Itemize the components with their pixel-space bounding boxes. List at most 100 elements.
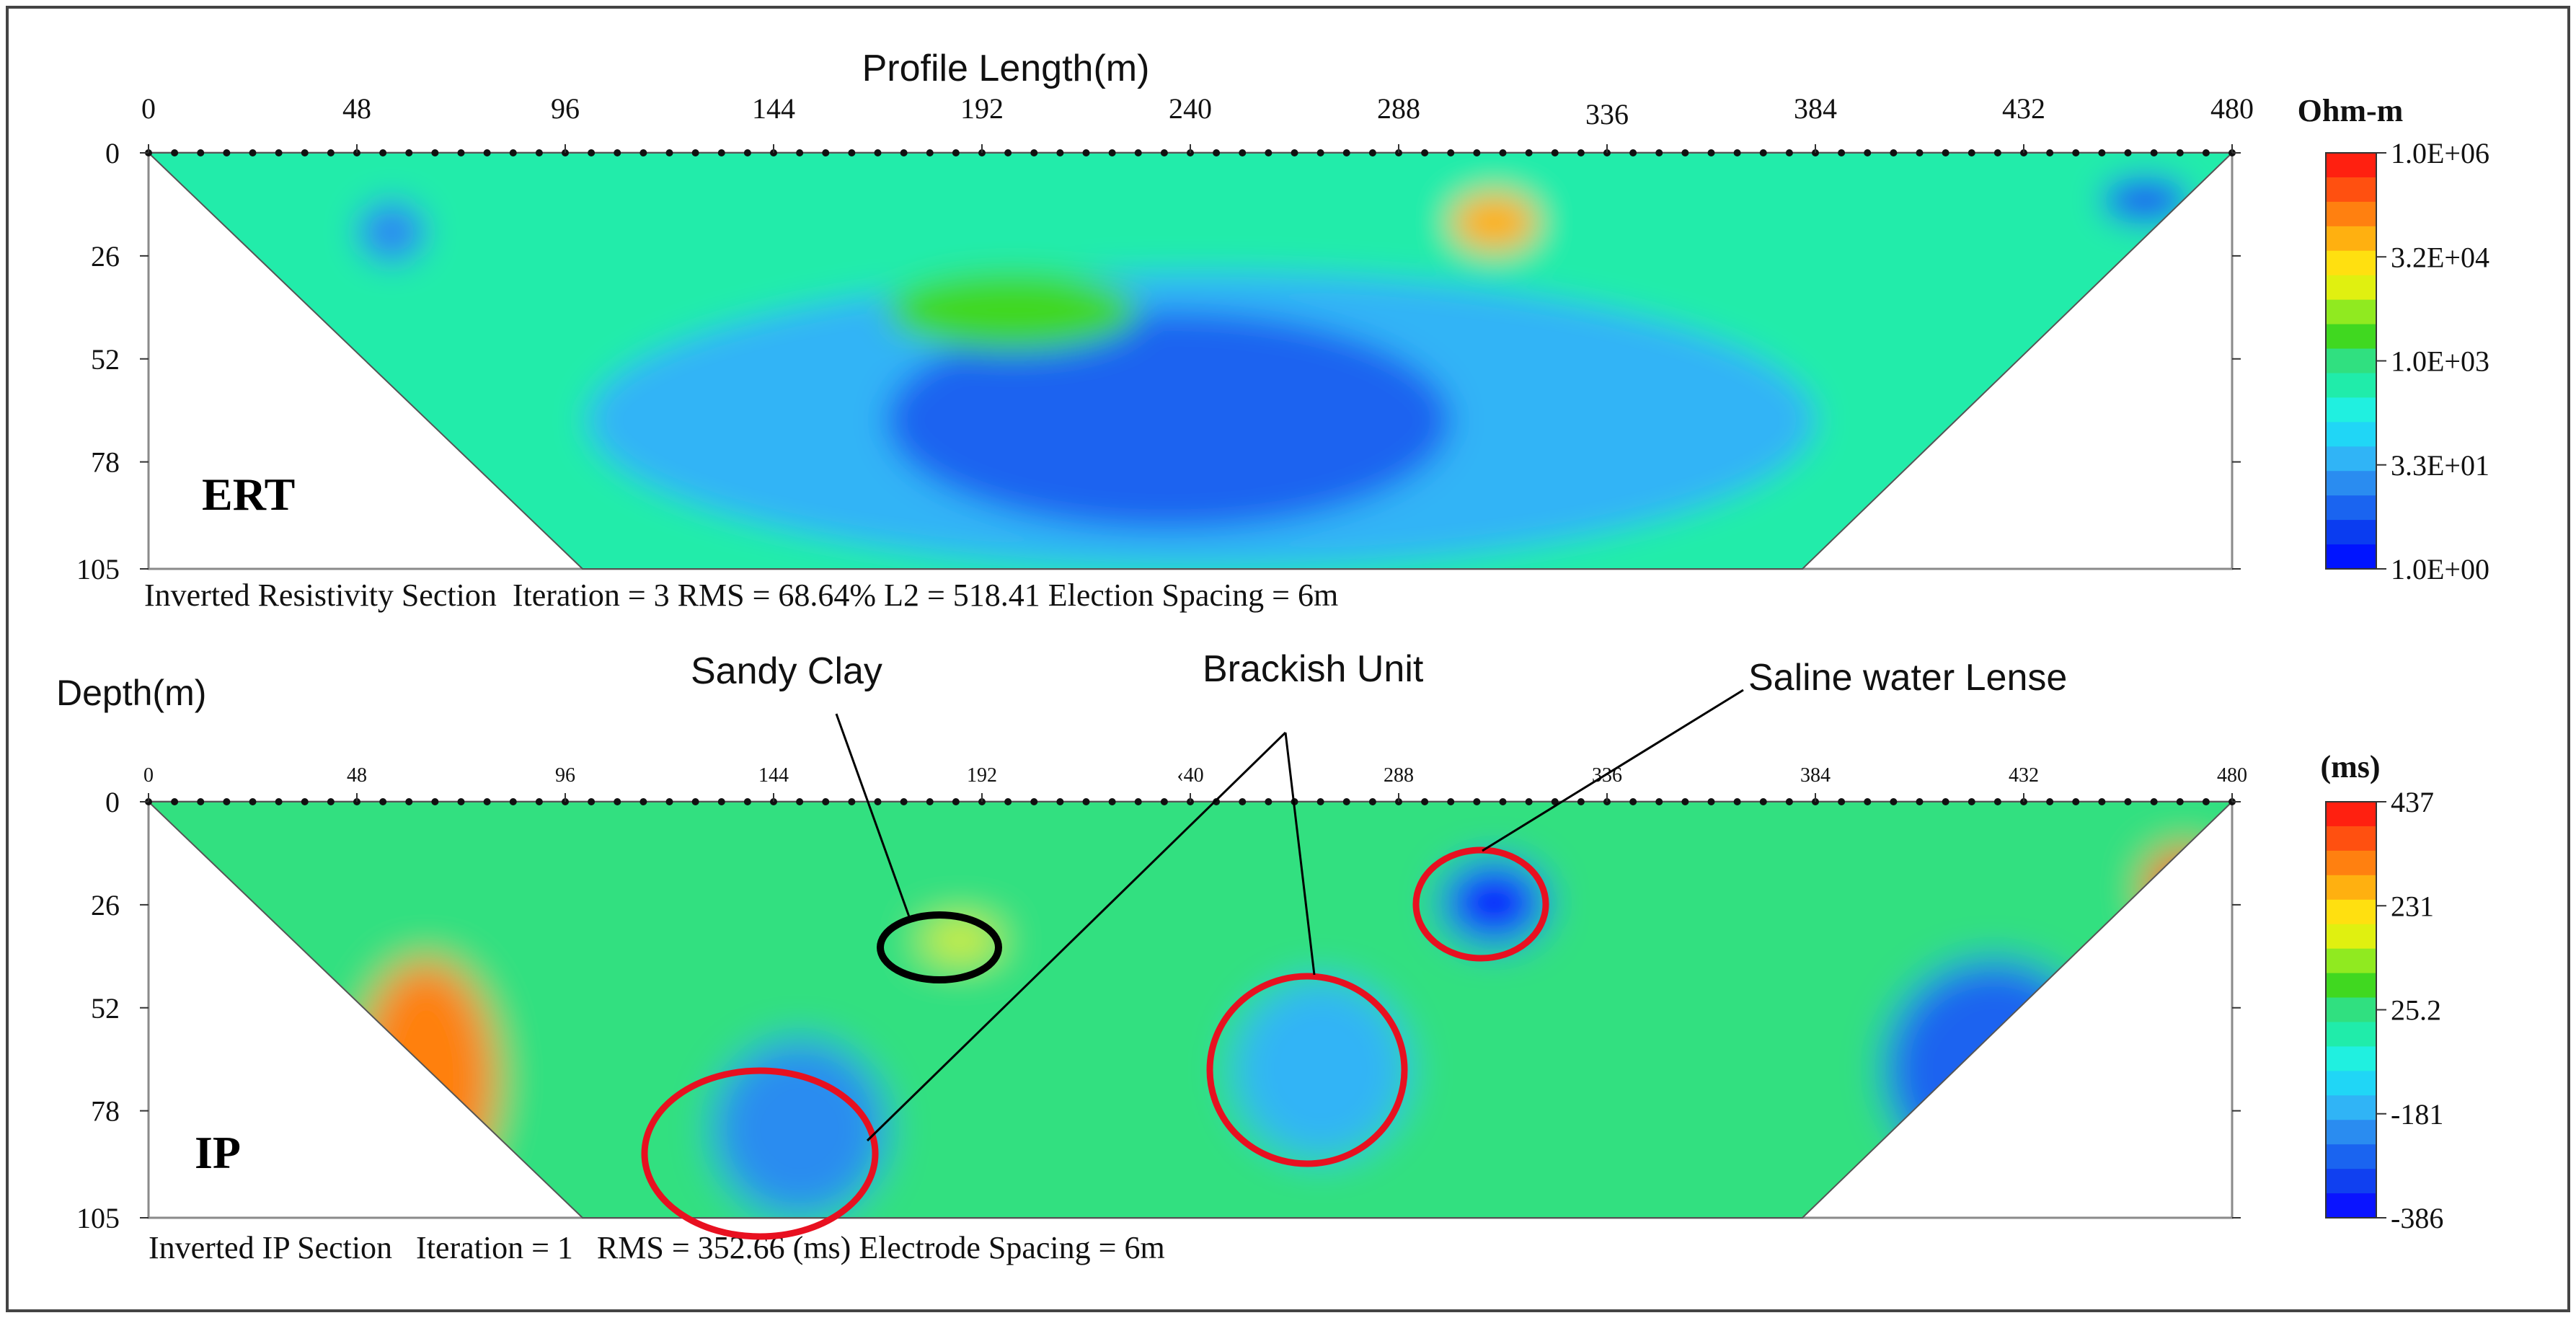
electrode-marker <box>848 149 856 156</box>
x-tick-label: 432 <box>2002 92 2045 125</box>
colorbar-segment <box>2326 1095 2376 1120</box>
colorbar-label: 3.2E+04 <box>2391 241 2489 273</box>
electrode-marker <box>822 149 830 156</box>
y-tick-label: 0 <box>105 137 120 169</box>
colorbar-segment <box>2326 275 2376 301</box>
electrode-marker <box>1551 149 1559 156</box>
electrode-marker <box>1160 149 1168 156</box>
colorbar-segment <box>2326 495 2376 521</box>
electrode-marker <box>614 798 621 805</box>
ip-anomaly-region <box>921 920 1000 960</box>
electrode-marker <box>223 798 231 805</box>
x-tick-label: 336 <box>1585 98 1629 131</box>
electrode-marker <box>952 798 960 805</box>
electrode-marker <box>1759 798 1767 805</box>
x-tick-label: 144 <box>758 764 789 787</box>
electrode-marker <box>2202 798 2210 805</box>
electrode-marker <box>1160 798 1168 805</box>
brackish-leader-left <box>866 731 1287 1142</box>
ert-xlabel: Profile Length(m) <box>862 48 1150 89</box>
electrode-marker <box>2098 798 2106 805</box>
electrode-marker <box>2176 149 2184 156</box>
electrode-marker <box>1499 798 1507 805</box>
x-tick-label: 192 <box>967 764 997 787</box>
y-tick-label: 78 <box>91 1095 120 1128</box>
electrode-marker <box>1082 798 1090 805</box>
electrode-marker <box>2098 149 2106 156</box>
colorbar-segment <box>2326 544 2376 570</box>
x-tick-label: 0 <box>143 764 154 787</box>
ert-anomaly-region <box>2102 176 2189 224</box>
colorbar-label: 231 <box>2391 890 2434 922</box>
colorbar-label: -181 <box>2391 1098 2443 1131</box>
colorbar-segment <box>2326 826 2376 852</box>
electrode-marker <box>509 149 517 156</box>
colorbar-segment <box>2326 422 2376 447</box>
x-tick-label: 144 <box>752 92 795 125</box>
colorbar-segment <box>2326 1022 2376 1047</box>
colorbar-segment <box>2326 948 2376 974</box>
electrode-marker <box>717 798 725 805</box>
ert-colorbar-title: Ohm-m <box>2298 93 2404 128</box>
electrode-marker <box>743 798 751 805</box>
electrode-marker <box>1655 149 1663 156</box>
electrode-marker <box>249 798 257 805</box>
electrode-marker <box>405 149 413 156</box>
colorbar-segment <box>2326 924 2376 950</box>
x-tick-label: 432 <box>2009 764 2039 787</box>
colorbar-segment <box>2326 177 2376 203</box>
annotations: Sandy Clay Brackish Unit Saline water Le… <box>641 648 2067 1240</box>
colorbar-segment <box>2326 201 2376 227</box>
ert-tag: ERT <box>202 469 295 520</box>
electrode-marker <box>1265 798 1272 805</box>
colorbar-segment <box>2326 899 2376 925</box>
x-tick-label: 288 <box>1384 764 1414 787</box>
ert-y-axis: 0 26 52 78 105 <box>76 137 2241 585</box>
colorbar-segment <box>2326 1193 2376 1219</box>
electrode-marker <box>926 149 934 156</box>
saline-lense-label: Saline water Lense <box>1748 657 2067 699</box>
electrode-marker <box>1213 149 1221 156</box>
colorbar-segment <box>2326 373 2376 398</box>
electrode-marker <box>1316 798 1324 805</box>
electrode-marker <box>691 798 699 805</box>
electrode-marker <box>197 149 205 156</box>
colorbar-segment <box>2326 324 2376 350</box>
electrode-marker <box>1864 798 1872 805</box>
electrode-marker <box>874 798 882 805</box>
x-tick-label: ‹40 <box>1177 764 1203 787</box>
colorbar-segment <box>2326 1169 2376 1194</box>
electrode-marker <box>1291 149 1298 156</box>
electrode-marker <box>588 149 596 156</box>
electrode-marker <box>2072 149 2080 156</box>
electrode-marker <box>1342 149 1350 156</box>
electrode-marker <box>457 149 465 156</box>
ert-colorbar <box>2325 152 2377 570</box>
electrode-marker <box>1707 149 1715 156</box>
electrode-marker <box>405 798 413 805</box>
electrode-marker <box>1525 798 1533 805</box>
electrode-marker <box>1759 149 1767 156</box>
x-tick-label: 48 <box>347 764 367 787</box>
electrode-marker <box>301 798 309 805</box>
ert-anomaly-region <box>357 200 427 264</box>
electrode-marker <box>822 798 830 805</box>
sandy-clay-label: Sandy Clay <box>691 650 882 692</box>
electrode-marker <box>2124 149 2132 156</box>
electrode-marker <box>197 798 205 805</box>
colorbar-segment <box>2326 1120 2376 1145</box>
electrode-marker <box>874 149 882 156</box>
electrode-marker <box>1968 798 1975 805</box>
electrode-marker <box>717 149 725 156</box>
ert-x-axis: 0 48 96 144 192 240 288 336 384 432 480 <box>141 92 2254 153</box>
electrode-marker <box>1134 149 1142 156</box>
electrode-marker <box>1368 149 1376 156</box>
ert-anomaly-region <box>886 271 1138 351</box>
electrode-marker <box>1421 798 1429 805</box>
y-tick-label: 52 <box>91 343 120 376</box>
electrode-marker <box>926 798 934 805</box>
ip-anomaly-region <box>712 1039 887 1218</box>
electrode-marker <box>691 149 699 156</box>
colorbar-segment <box>2326 1144 2376 1169</box>
electrode-marker <box>457 798 465 805</box>
